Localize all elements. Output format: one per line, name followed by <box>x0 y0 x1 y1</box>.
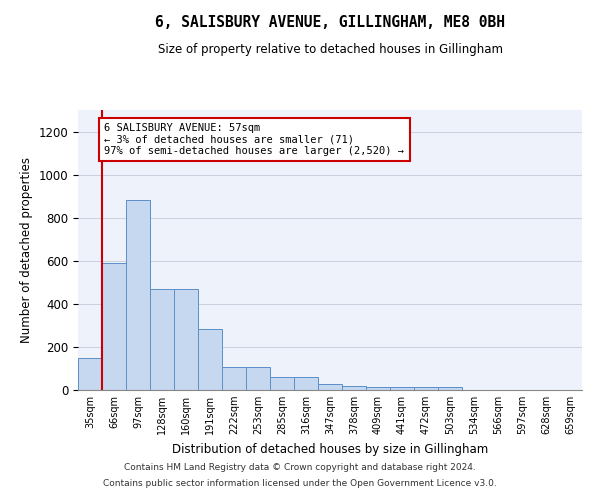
Bar <box>222 368 246 390</box>
Bar <box>150 289 174 390</box>
Bar <box>390 387 414 390</box>
Bar <box>270 377 294 390</box>
Text: 6 SALISBURY AVENUE: 57sqm
← 3% of detached houses are smaller (71)
97% of semi-d: 6 SALISBURY AVENUE: 57sqm ← 3% of detach… <box>104 123 404 156</box>
Bar <box>438 388 462 390</box>
Bar <box>342 386 366 390</box>
Bar <box>102 263 126 390</box>
Bar <box>246 368 270 390</box>
X-axis label: Distribution of detached houses by size in Gillingham: Distribution of detached houses by size … <box>172 442 488 456</box>
Text: 6, SALISBURY AVENUE, GILLINGHAM, ME8 0BH: 6, SALISBURY AVENUE, GILLINGHAM, ME8 0BH <box>155 15 505 30</box>
Bar <box>414 388 438 390</box>
Text: Contains public sector information licensed under the Open Government Licence v3: Contains public sector information licen… <box>103 478 497 488</box>
Bar <box>174 289 198 390</box>
Y-axis label: Number of detached properties: Number of detached properties <box>20 157 33 343</box>
Text: Size of property relative to detached houses in Gillingham: Size of property relative to detached ho… <box>157 42 503 56</box>
Text: Contains HM Land Registry data © Crown copyright and database right 2024.: Contains HM Land Registry data © Crown c… <box>124 464 476 472</box>
Bar <box>366 387 390 390</box>
Bar <box>318 384 342 390</box>
Bar <box>294 377 318 390</box>
Bar <box>78 358 102 390</box>
Bar <box>198 328 222 390</box>
Bar <box>126 200 150 390</box>
